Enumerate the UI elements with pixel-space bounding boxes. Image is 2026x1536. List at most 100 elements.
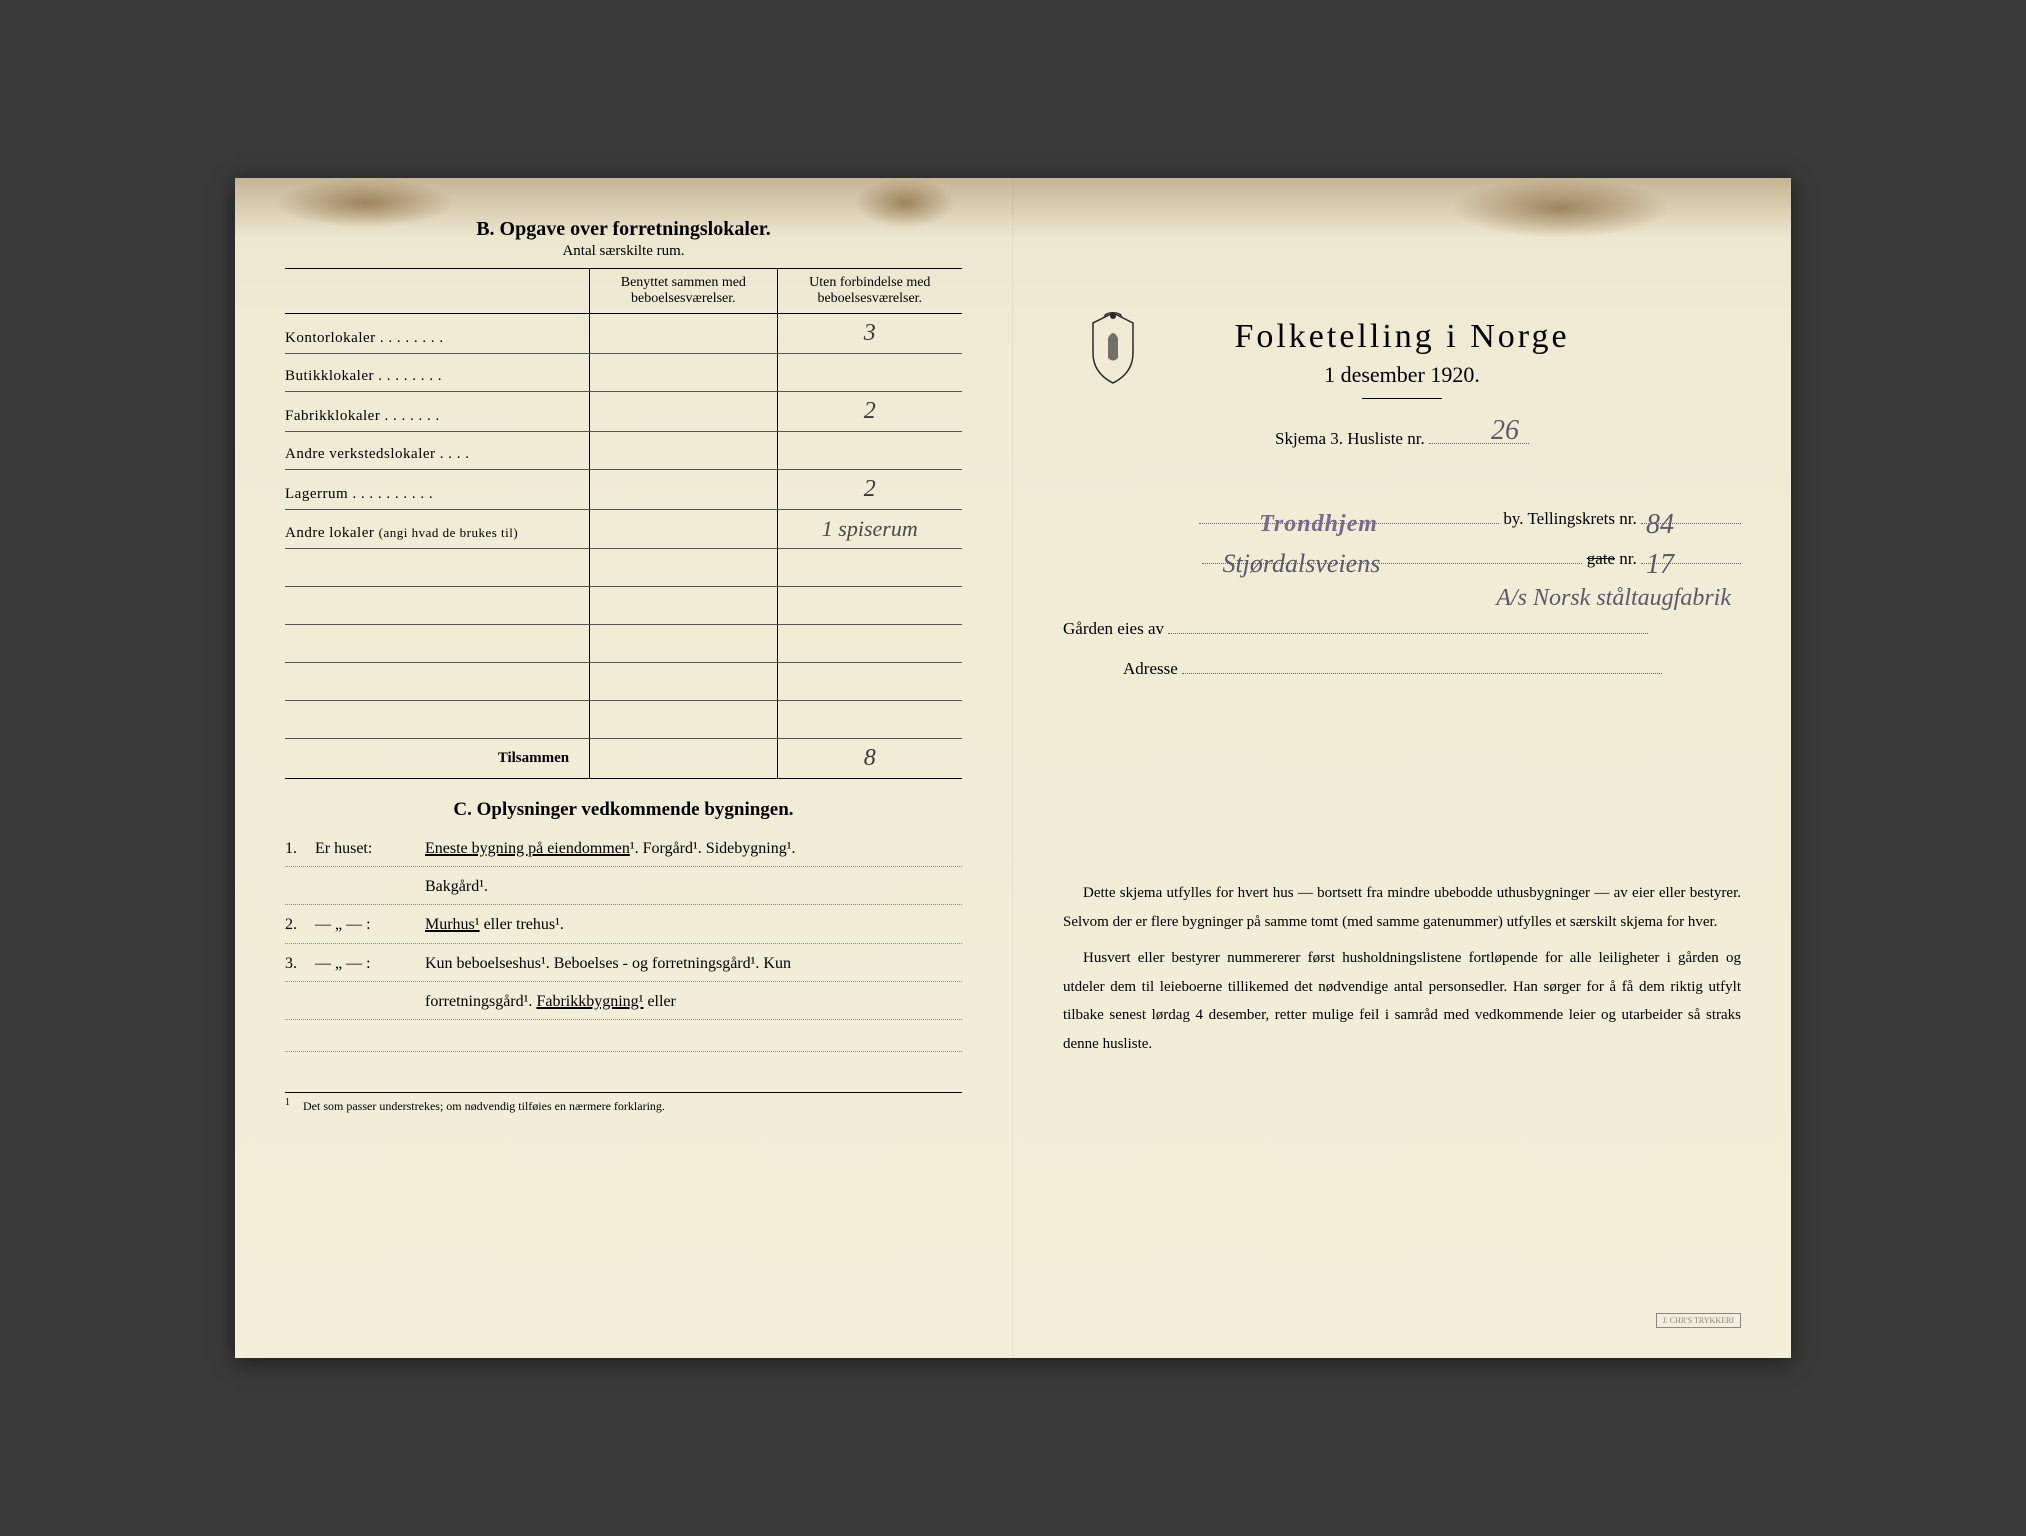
cell — [590, 701, 777, 739]
census-date: 1 desember 1920. — [1063, 362, 1741, 388]
footnote: 1 Det som passer understrekes; om nødven… — [285, 1092, 962, 1114]
owner-name: A/s Norsk ståltaugfabrik — [1496, 585, 1731, 612]
table-row — [285, 549, 962, 587]
section-b-title: B. Opgave over forretningslokaler. — [285, 218, 962, 241]
address-line: Adresse — [1063, 659, 1741, 679]
instructions: Dette skjema utfylles for hvert hus — bo… — [1063, 879, 1741, 1058]
table-row — [285, 587, 962, 625]
printer-mark: J. CHR'S TRYKKERI — [1656, 1313, 1741, 1328]
cell — [590, 587, 777, 625]
c-item-1: 1. Er huset: Eneste bygning på eiendomme… — [285, 831, 962, 867]
cell — [285, 549, 590, 587]
cell: 2 — [777, 392, 962, 432]
cell — [590, 510, 777, 549]
c-blank-row — [285, 1022, 962, 1052]
total-row: Tilsammen 8 — [285, 739, 962, 779]
cell: 2 — [777, 470, 962, 510]
item-label: — „ — : — [315, 907, 425, 942]
cell — [777, 354, 962, 392]
cell — [590, 392, 777, 432]
row-label: Andre lokaler (angi hvad de brukes til) — [285, 510, 590, 549]
footnote-text: Det som passer understrekes; om nødvendi… — [303, 1099, 665, 1113]
cell — [777, 432, 962, 470]
section-c: C. Oplysninger vedkommende bygningen. 1.… — [285, 799, 962, 1052]
item-content: forretningsgård¹. Fabrikkbygning¹ eller — [425, 984, 962, 1019]
main-title: Folketelling i Norge — [1063, 318, 1741, 356]
row-label: Fabrikklokaler . . . . . . . — [285, 392, 590, 432]
gate-nr: 17 — [1646, 549, 1674, 581]
col-header-1: Benyttet sammen med beboelsesværelser. — [590, 269, 777, 314]
item-content: Murhus¹ eller trehus¹. — [425, 907, 962, 942]
husliste-nr: 26 — [1491, 415, 1519, 447]
census-document: B. Opgave over forretningslokaler. Antal… — [235, 178, 1791, 1358]
krets-nr: 84 — [1646, 509, 1674, 541]
c-item-3: 3. — „ — : Kun beboelseshus¹. Beboelses … — [285, 946, 962, 982]
row-label: Butikklokaler . . . . . . . . — [285, 354, 590, 392]
instructions-p2: Husvert eller bestyrer nummererer først … — [1063, 944, 1741, 1058]
table-row: Kontorlokaler . . . . . . . . 3 — [285, 314, 962, 354]
city-line: Trondhjem by. Tellingskrets nr. 84 — [1063, 509, 1741, 529]
cell — [590, 470, 777, 510]
item-number: 1. — [285, 831, 315, 866]
item-content: Bakgård¹. — [425, 869, 962, 904]
cell — [590, 314, 777, 354]
right-page: Folketelling i Norge 1 desember 1920. Sk… — [1013, 178, 1791, 1358]
instructions-p1: Dette skjema utfylles for hvert hus — bo… — [1063, 879, 1741, 936]
col-header-2: Uten forbindelse med beboelsesværelser. — [777, 269, 962, 314]
item-label: — „ — : — [315, 946, 425, 981]
table-row: Fabrikklokaler . . . . . . . 2 — [285, 392, 962, 432]
business-premises-table: Benyttet sammen med beboelsesværelser. U… — [285, 268, 962, 779]
table-row: Andre verkstedslokaler . . . . — [285, 432, 962, 470]
cell — [777, 701, 962, 739]
item-number: 2. — [285, 907, 315, 942]
cell — [777, 587, 962, 625]
row-label: Andre verkstedslokaler . . . . — [285, 432, 590, 470]
c-item-1-cont: Bakgård¹. — [285, 869, 962, 905]
table-row: Butikklokaler . . . . . . . . — [285, 354, 962, 392]
cell — [285, 587, 590, 625]
row-label: Kontorlokaler . . . . . . . . — [285, 314, 590, 354]
shield-svg — [1083, 308, 1143, 388]
table-row — [285, 701, 962, 739]
table-body: Kontorlokaler . . . . . . . . 3 Butikklok… — [285, 314, 962, 739]
total-cell: 8 — [777, 739, 962, 779]
street-name: Stjørdalsveiens — [1222, 549, 1380, 579]
cell — [590, 432, 777, 470]
cell — [777, 549, 962, 587]
street-line: Stjørdalsveiens gate nr. 17 — [1063, 549, 1741, 569]
cell — [590, 663, 777, 701]
divider — [1362, 398, 1442, 399]
footnote-marker: 1 — [285, 1097, 290, 1108]
cell — [777, 625, 962, 663]
city-stamp: Trondhjem — [1259, 511, 1378, 538]
skjema-line: Skjema 3. Husliste nr. 26 — [1275, 429, 1529, 449]
cell — [285, 701, 590, 739]
item-content: Kun beboelseshus¹. Beboelses - og forret… — [425, 946, 962, 981]
cell: 3 — [777, 314, 962, 354]
garden-line: Gården eies av — [1063, 619, 1741, 639]
cell — [285, 625, 590, 663]
cell — [590, 549, 777, 587]
total-cell — [590, 739, 777, 779]
cell — [777, 663, 962, 701]
total-label: Tilsammen — [285, 739, 590, 779]
item-content: Eneste bygning på eiendommen¹. Forgård¹.… — [425, 831, 962, 866]
cell — [590, 354, 777, 392]
cell: 1 spiserum — [777, 510, 962, 549]
section-c-title: C. Oplysninger vedkommende bygningen. — [285, 799, 962, 821]
table-row — [285, 625, 962, 663]
col-blank — [285, 269, 590, 314]
c-item-3-cont: forretningsgård¹. Fabrikkbygning¹ eller — [285, 984, 962, 1020]
item-label: Er huset: — [315, 831, 425, 866]
coat-of-arms-icon — [1083, 308, 1143, 388]
right-header: Folketelling i Norge 1 desember 1920. Sk… — [1063, 318, 1741, 469]
table-row — [285, 663, 962, 701]
row-label: Lagerrum . . . . . . . . . . — [285, 470, 590, 510]
table-row: Lagerrum . . . . . . . . . . 2 — [285, 470, 962, 510]
c-item-2: 2. — „ — : Murhus¹ eller trehus¹. — [285, 907, 962, 943]
section-b-subtitle: Antal særskilte rum. — [285, 243, 962, 260]
cell — [590, 625, 777, 663]
left-page: B. Opgave over forretningslokaler. Antal… — [235, 178, 1013, 1358]
item-number: 3. — [285, 946, 315, 981]
cell — [285, 663, 590, 701]
